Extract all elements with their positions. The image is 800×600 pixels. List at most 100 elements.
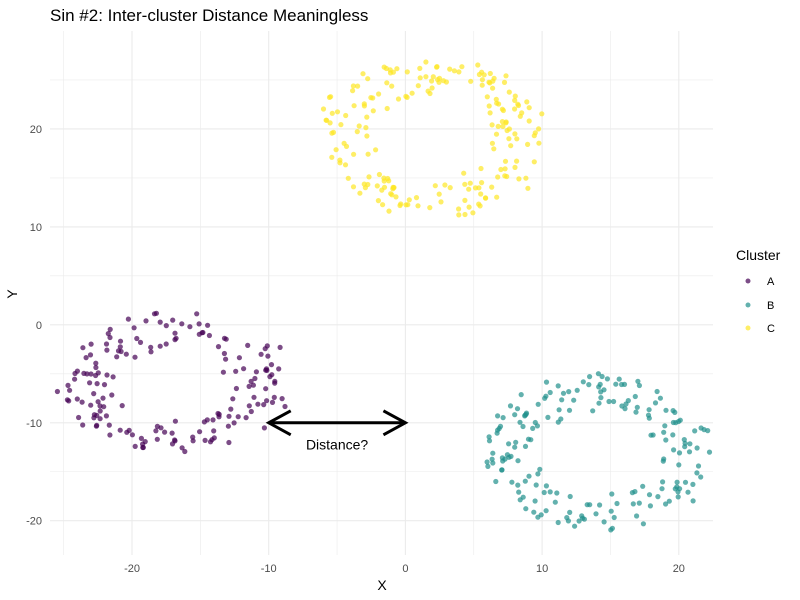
point-b xyxy=(509,479,515,485)
point-b xyxy=(490,460,496,466)
point-b xyxy=(676,462,682,468)
point-a xyxy=(196,321,202,327)
point-c xyxy=(427,205,433,211)
point-a xyxy=(148,349,154,355)
point-c xyxy=(512,97,518,103)
point-c xyxy=(484,94,490,100)
point-a xyxy=(268,362,275,368)
point-a xyxy=(107,432,113,438)
point-a xyxy=(107,334,113,341)
point-a xyxy=(95,399,101,405)
point-c xyxy=(462,197,468,203)
point-a xyxy=(179,445,185,451)
point-b xyxy=(547,489,553,495)
point-b xyxy=(525,436,532,442)
point-c xyxy=(350,184,357,190)
point-a xyxy=(221,350,227,357)
point-c xyxy=(381,175,387,181)
point-b xyxy=(682,444,688,450)
point-b xyxy=(645,412,652,418)
point-a xyxy=(202,437,208,443)
point-c xyxy=(338,122,344,128)
point-b xyxy=(676,450,683,456)
point-b xyxy=(484,459,490,465)
point-a xyxy=(246,383,252,389)
legend-key-a xyxy=(745,278,751,284)
point-b xyxy=(517,497,523,503)
point-a xyxy=(151,311,158,317)
point-b xyxy=(526,473,532,479)
point-a xyxy=(211,428,217,434)
point-a xyxy=(210,417,216,423)
point-b xyxy=(672,409,678,415)
y-axis-label: Y xyxy=(4,289,20,299)
point-b xyxy=(663,437,669,443)
point-c xyxy=(434,64,440,70)
point-a xyxy=(272,378,278,384)
point-b xyxy=(619,403,625,409)
x-tick-label: -10 xyxy=(261,563,277,575)
point-a xyxy=(163,341,169,347)
point-a xyxy=(265,353,271,359)
point-a xyxy=(109,392,115,398)
point-c xyxy=(417,65,423,71)
point-b xyxy=(599,373,605,380)
point-b xyxy=(486,438,493,444)
point-b xyxy=(543,379,550,385)
point-a xyxy=(110,374,116,380)
point-c xyxy=(495,174,501,180)
point-a xyxy=(209,437,215,443)
point-a xyxy=(104,347,110,353)
point-b xyxy=(609,491,615,497)
point-b xyxy=(495,413,501,419)
point-b xyxy=(630,501,636,507)
point-a xyxy=(87,380,93,386)
point-a xyxy=(253,369,259,375)
point-b xyxy=(495,427,501,433)
point-b xyxy=(601,519,607,525)
legend-key-b xyxy=(745,302,751,308)
point-b xyxy=(555,383,561,389)
point-c xyxy=(462,211,468,218)
point-a xyxy=(117,427,123,433)
point-a xyxy=(93,360,99,366)
point-c xyxy=(493,131,500,137)
point-c xyxy=(440,78,447,84)
point-b xyxy=(608,508,614,514)
point-c xyxy=(506,126,512,132)
legend-title: Cluster xyxy=(736,247,781,263)
point-b xyxy=(685,489,691,495)
point-c xyxy=(514,158,520,164)
point-b xyxy=(586,382,592,388)
point-c xyxy=(333,147,339,153)
point-b xyxy=(625,398,631,404)
point-a xyxy=(269,399,276,405)
legend-key-c xyxy=(745,325,751,331)
point-b xyxy=(694,445,700,451)
point-b xyxy=(500,415,506,421)
point-b xyxy=(554,490,560,496)
point-c xyxy=(447,66,453,72)
point-a xyxy=(131,325,137,331)
point-c xyxy=(475,62,481,68)
point-b xyxy=(671,447,677,453)
point-c xyxy=(357,190,363,196)
point-c xyxy=(341,140,347,146)
point-b xyxy=(522,478,528,484)
point-b xyxy=(533,482,539,488)
point-a xyxy=(119,403,125,409)
point-b xyxy=(512,412,518,418)
point-a xyxy=(101,404,107,410)
point-c xyxy=(423,59,429,65)
point-b xyxy=(698,474,704,480)
point-c xyxy=(415,83,421,89)
point-a xyxy=(54,388,61,395)
point-b xyxy=(560,390,567,396)
point-c xyxy=(461,170,467,176)
point-c xyxy=(503,119,509,125)
point-b xyxy=(535,471,541,477)
point-b xyxy=(647,503,654,509)
point-c xyxy=(356,123,362,129)
point-b xyxy=(556,407,562,413)
point-a xyxy=(97,416,103,422)
